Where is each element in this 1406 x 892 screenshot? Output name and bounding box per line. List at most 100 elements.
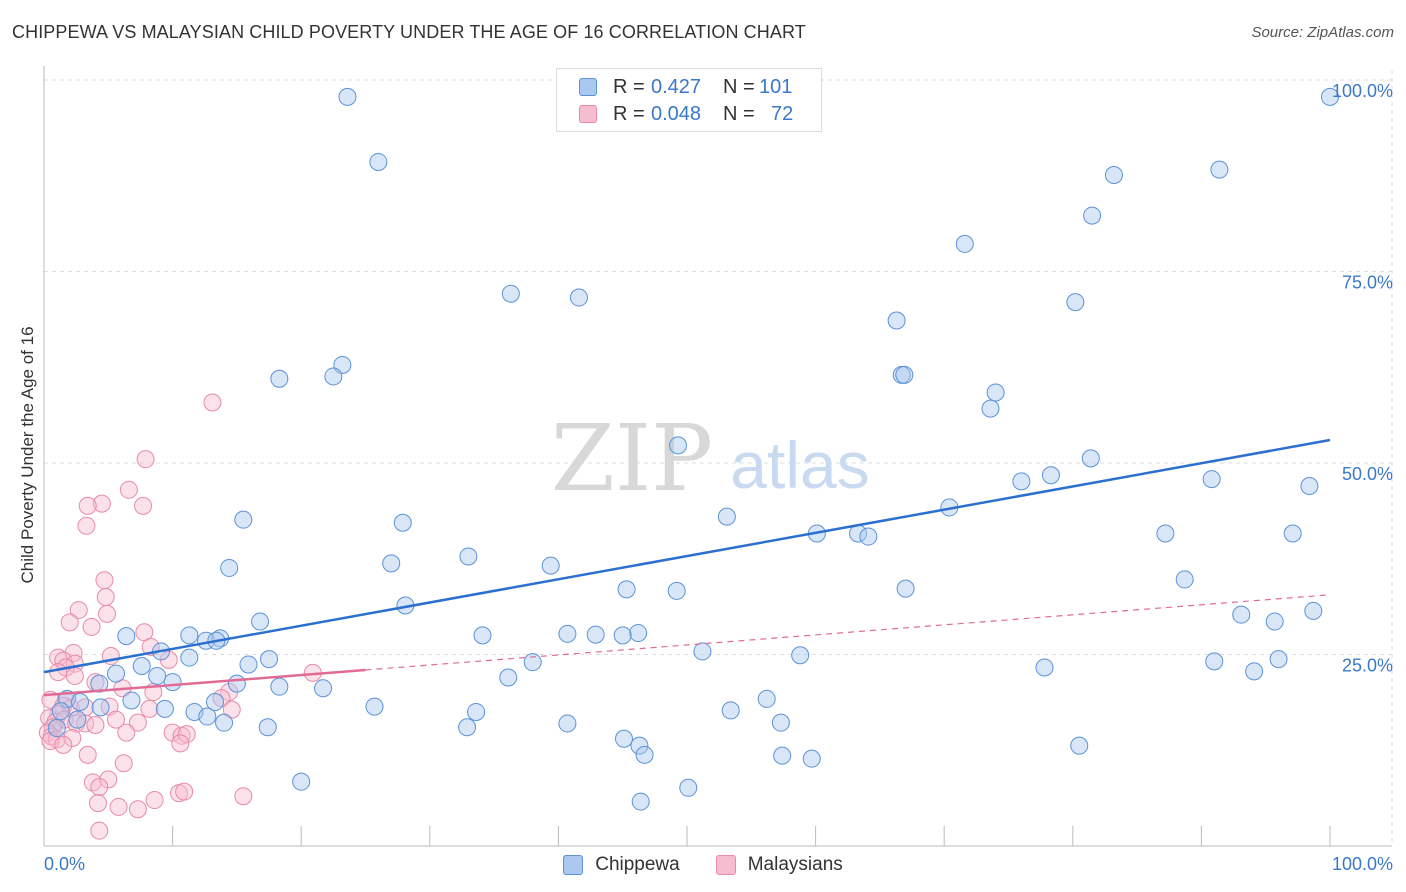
chippewa-point xyxy=(107,664,126,683)
chippewa-point xyxy=(501,284,520,303)
chippewa-point xyxy=(586,625,605,644)
chippewa-point xyxy=(292,772,311,791)
chippewa-point xyxy=(148,666,167,685)
malaysians-point xyxy=(128,713,147,732)
chippewa-point xyxy=(955,234,974,253)
chippewa-point xyxy=(569,288,588,307)
chart-title: CHIPPEWA VS MALAYSIAN CHILD POVERTY UNDE… xyxy=(12,22,806,42)
chippewa-point xyxy=(541,556,560,575)
chippewa-point xyxy=(1321,87,1339,106)
y-tick-label: 50.0% xyxy=(1342,464,1393,484)
y-tick-label: 25.0% xyxy=(1342,656,1393,676)
chippewa-point xyxy=(558,714,577,733)
chippewa-point xyxy=(227,674,246,693)
chippewa-point xyxy=(220,558,239,577)
legend-label-chippewa: Chippewa xyxy=(595,854,680,875)
chippewa-point xyxy=(1265,612,1284,631)
legend-item-malaysians[interactable]: Malaysians xyxy=(715,852,843,878)
legend-r-value: 0.427 xyxy=(651,75,702,98)
legend-n-value: 72 xyxy=(771,102,794,125)
legend-n-label: N = xyxy=(723,75,755,98)
malaysians-point xyxy=(60,613,79,632)
chippewa-point xyxy=(668,436,687,455)
chippewa-point xyxy=(51,702,70,721)
legend-row-malaysians: R = 0.048 N = 72 xyxy=(579,102,793,126)
chippewa-point xyxy=(251,612,270,631)
malaysians-point xyxy=(82,617,101,636)
chippewa-point xyxy=(1066,293,1085,312)
chippewa-point xyxy=(1156,524,1175,543)
malaysians-point xyxy=(78,745,97,764)
x-tick-label-min: 0.0% xyxy=(44,854,85,874)
chippewa-point xyxy=(1070,736,1089,755)
chippewa-point xyxy=(206,692,225,711)
chippewa-point xyxy=(717,507,736,526)
chippewa-point xyxy=(1232,605,1251,624)
malaysians-point xyxy=(92,494,111,513)
chippewa-point xyxy=(1202,470,1221,489)
malaysians-point xyxy=(117,723,136,742)
y-tick-label: 100.0% xyxy=(1332,81,1393,101)
series-legend: Chippewa Malaysians xyxy=(0,852,1406,878)
chippewa-point xyxy=(155,699,174,718)
chippewa-point xyxy=(667,581,686,600)
chippewa-point xyxy=(629,624,648,643)
chippewa-point xyxy=(1304,601,1323,620)
malaysians-trend-line-extension xyxy=(365,594,1331,671)
chippewa-point xyxy=(122,691,141,710)
legend-r-label: R = xyxy=(613,102,645,125)
malaysians-point xyxy=(145,791,164,810)
legend-item-chippewa[interactable]: Chippewa xyxy=(563,852,680,878)
malaysians-point xyxy=(83,773,102,792)
malaysians-point xyxy=(77,516,96,535)
chippewa-point xyxy=(198,707,217,726)
chippewa-point xyxy=(369,152,388,171)
malaysians-point xyxy=(177,725,196,744)
chippewa-point xyxy=(896,579,915,598)
chippewa-point xyxy=(613,626,632,645)
gridlines xyxy=(44,70,1393,846)
chippewa-point xyxy=(314,679,333,698)
chippewa-point xyxy=(631,792,650,811)
chippewa-point xyxy=(523,653,542,672)
watermark-atlas: atlas xyxy=(730,428,869,502)
legend-n-value: 101 xyxy=(759,75,793,98)
malaysians-point xyxy=(175,782,194,801)
chippewa-point xyxy=(365,697,384,716)
watermark: ZIP atlas xyxy=(551,405,870,512)
chippewa-point xyxy=(721,701,740,720)
chippewa-point xyxy=(1205,652,1224,671)
malaysians-point xyxy=(78,496,97,515)
chippewa-point xyxy=(260,650,279,669)
chippewa-point xyxy=(71,692,90,711)
legend-n-label: N = xyxy=(723,102,755,125)
stats-legend: R = 0.427 N = 101 R = 0.048 N = 72 xyxy=(556,68,822,132)
chippewa-point xyxy=(458,718,477,737)
malaysians-point xyxy=(140,699,159,718)
chippewa-point xyxy=(986,383,1005,402)
chippewa-point xyxy=(630,736,649,755)
chippewa-point xyxy=(1245,662,1264,681)
chippewa-legend-swatch xyxy=(563,855,584,875)
malaysians-point xyxy=(134,496,153,515)
legend-label-malaysians: Malaysians xyxy=(747,854,843,875)
chippewa-point xyxy=(117,627,136,646)
y-tick-label: 75.0% xyxy=(1342,273,1393,293)
malaysians-point xyxy=(100,697,119,716)
chippewa-point xyxy=(887,311,906,330)
chippewa-point xyxy=(693,642,712,661)
malaysians-point xyxy=(90,821,109,840)
chippewa-point xyxy=(859,527,878,546)
chippewa-point xyxy=(635,745,654,764)
malaysians-point xyxy=(54,735,73,754)
malaysians-point xyxy=(203,393,222,412)
chippewa-point xyxy=(614,729,633,748)
malaysians-point xyxy=(99,770,118,789)
malaysians-trend-line xyxy=(43,668,366,697)
chippewa-point xyxy=(270,677,289,696)
malaysians-swatch xyxy=(579,105,597,123)
chippewa-point xyxy=(771,713,790,732)
chippewa-point xyxy=(473,626,492,645)
chippewa-point xyxy=(617,580,636,599)
